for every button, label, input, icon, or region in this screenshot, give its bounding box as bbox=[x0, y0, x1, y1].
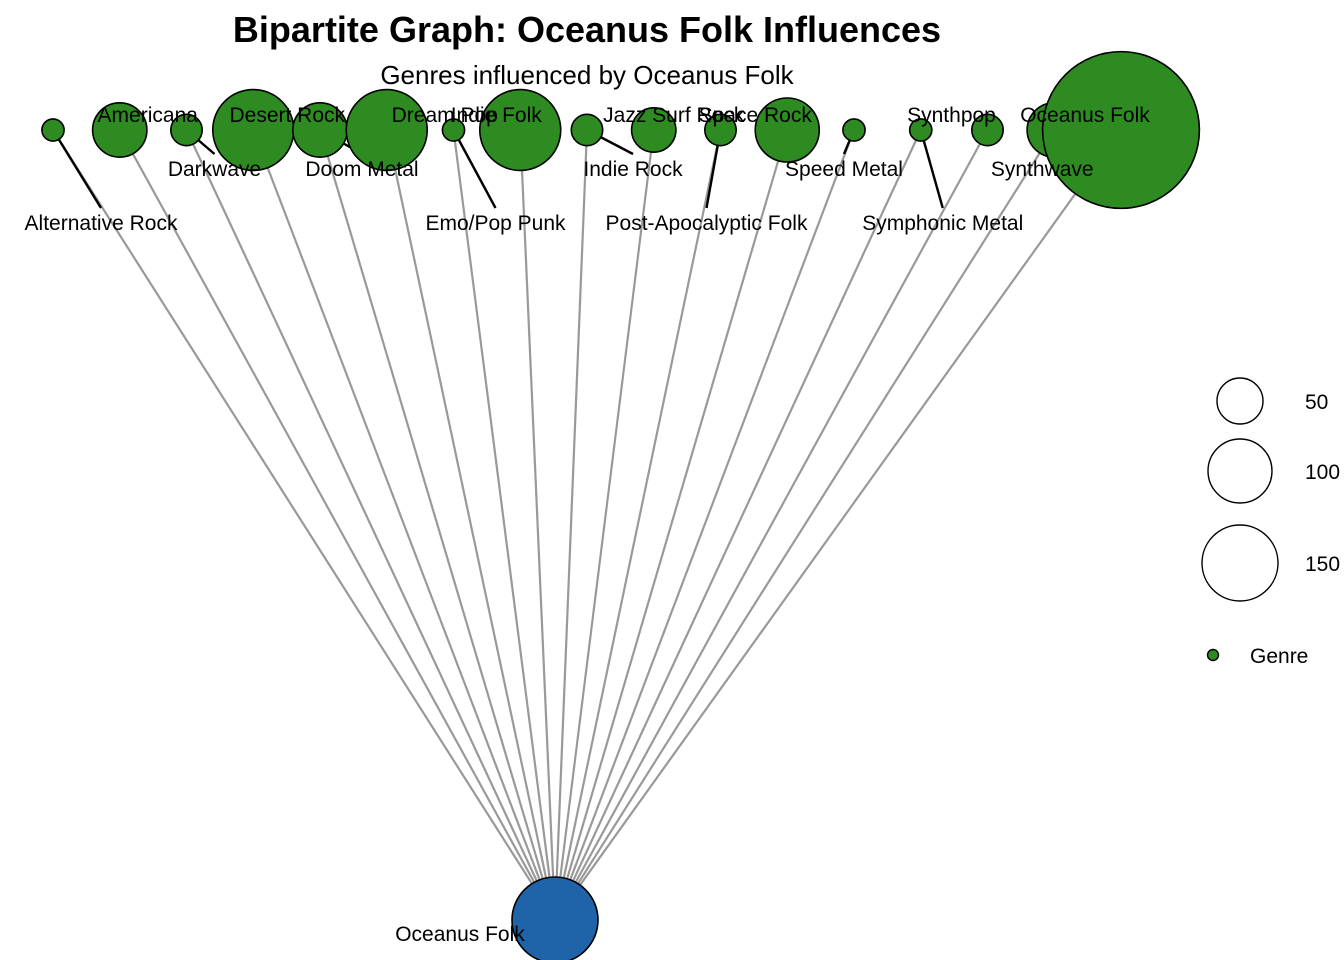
legend-size-circle-150 bbox=[1201, 524, 1279, 602]
genre-node-space-rock-11[interactable] bbox=[754, 97, 821, 163]
edge-doom-metal-4 bbox=[318, 129, 557, 921]
genre-label-desert-rock-3: Desert Rock bbox=[229, 104, 345, 127]
genre-node-synthpop-14[interactable] bbox=[971, 113, 1004, 147]
genre-node-americana-1[interactable] bbox=[91, 102, 148, 158]
legend-size-label-50: 50 bbox=[1305, 391, 1328, 414]
genre-label-dream-pop-5: Dream Pop bbox=[392, 104, 498, 127]
edge-synthwave-15 bbox=[554, 129, 1056, 921]
genre-label-doom-metal-4: Doom Metal bbox=[305, 158, 418, 181]
genre-node-indie-folk-7[interactable] bbox=[478, 88, 562, 172]
edge-speed-metal-12 bbox=[553, 129, 856, 921]
edge-indie-folk-7 bbox=[519, 129, 557, 921]
edge-dream-pop-5 bbox=[385, 129, 557, 921]
legend-size-label-150: 150 bbox=[1305, 553, 1340, 576]
genre-label-indie-rock-8: Indie Rock bbox=[583, 158, 683, 181]
genre-node-dream-pop-5[interactable] bbox=[345, 88, 429, 172]
legend-genre-label: Genre bbox=[1250, 645, 1308, 668]
edge-alternative-rock-0 bbox=[52, 129, 556, 921]
edge-symphonic-metal-13 bbox=[554, 129, 922, 921]
chart-title: Bipartite Graph: Oceanus Folk Influences bbox=[233, 9, 941, 50]
edge-indie-rock-8 bbox=[553, 129, 589, 921]
genre-label-oceanus-folk-16: Oceanus Folk bbox=[1020, 104, 1150, 127]
edge-desert-rock-3 bbox=[252, 129, 557, 921]
genre-node-oceanus-folk-16[interactable] bbox=[1041, 50, 1201, 210]
genre-label-speed-metal-12: Speed Metal bbox=[785, 158, 903, 181]
edge-post-apocalyptic-folk-10 bbox=[553, 129, 722, 921]
genre-label-emo-pop-punk-6: Emo/Pop Punk bbox=[425, 212, 566, 235]
genre-label-symphonic-metal-13: Symphonic Metal bbox=[862, 212, 1023, 235]
genre-node-darkwave-2[interactable] bbox=[170, 113, 203, 147]
genre-label-post-apocalyptic-folk-10: Post-Apocalyptic Folk bbox=[606, 212, 808, 235]
source-node[interactable] bbox=[511, 876, 599, 960]
genre-node-indie-rock-8[interactable] bbox=[570, 113, 604, 147]
legend-size-circle-50 bbox=[1216, 377, 1264, 425]
genre-label-synthwave-15: Synthwave bbox=[991, 158, 1094, 181]
genre-node-speed-metal-12[interactable] bbox=[842, 118, 866, 142]
genre-label-darkwave-2: Darkwave bbox=[168, 158, 261, 181]
edge-emo-pop-punk-6 bbox=[452, 129, 557, 921]
genre-label-jazz-surf-rock-9: Jazz Surf Rock bbox=[603, 104, 745, 127]
legend-genre-swatch bbox=[1206, 648, 1220, 662]
genre-label-alternative-rock-0: Alternative Rock bbox=[25, 212, 178, 235]
genre-node-symphonic-metal-13[interactable] bbox=[908, 118, 933, 142]
chart-subtitle: Genres influenced by Oceanus Folk bbox=[380, 60, 794, 90]
edge-jazz-surf-rock-9 bbox=[553, 129, 655, 921]
edge-oceanus-folk-16 bbox=[554, 129, 1122, 921]
legend: 50 100 150 Genre bbox=[1201, 377, 1340, 668]
legend-size-circle-100 bbox=[1207, 438, 1273, 504]
leader-alternative-rock-0 bbox=[51, 129, 103, 209]
leader-emo-pop-punk-6 bbox=[452, 129, 497, 209]
source-label: Oceanus Folk bbox=[395, 923, 525, 946]
genre-label-space-rock-11: Space Rock bbox=[699, 104, 813, 127]
genre-nodes bbox=[41, 50, 1201, 210]
legend-size-label-100: 100 bbox=[1305, 461, 1340, 484]
edge-darkwave-2 bbox=[185, 129, 556, 921]
genre-label-indie-folk-7: Indie Folk bbox=[451, 104, 543, 127]
edges bbox=[52, 129, 1122, 921]
genre-node-alternative-rock-0[interactable] bbox=[41, 118, 65, 142]
genre-node-post-apocalyptic-folk-10[interactable] bbox=[704, 113, 737, 147]
edge-americana-1 bbox=[118, 129, 556, 921]
genre-label-synthpop-14: Synthpop bbox=[907, 104, 996, 127]
genre-node-emo-pop-punk-6[interactable] bbox=[441, 118, 466, 142]
edge-synthpop-14 bbox=[554, 129, 989, 921]
edge-space-rock-11 bbox=[553, 129, 789, 921]
leader-symphonic-metal-13 bbox=[919, 129, 944, 209]
genre-labels: Alternative Rock Americana Darkwave Desert … bbox=[25, 104, 1151, 235]
genre-label-americana-1: Americana bbox=[98, 104, 199, 127]
source-node-group: Oceanus Folk bbox=[395, 876, 599, 960]
genre-node-jazz-surf-rock-9[interactable] bbox=[630, 107, 677, 153]
